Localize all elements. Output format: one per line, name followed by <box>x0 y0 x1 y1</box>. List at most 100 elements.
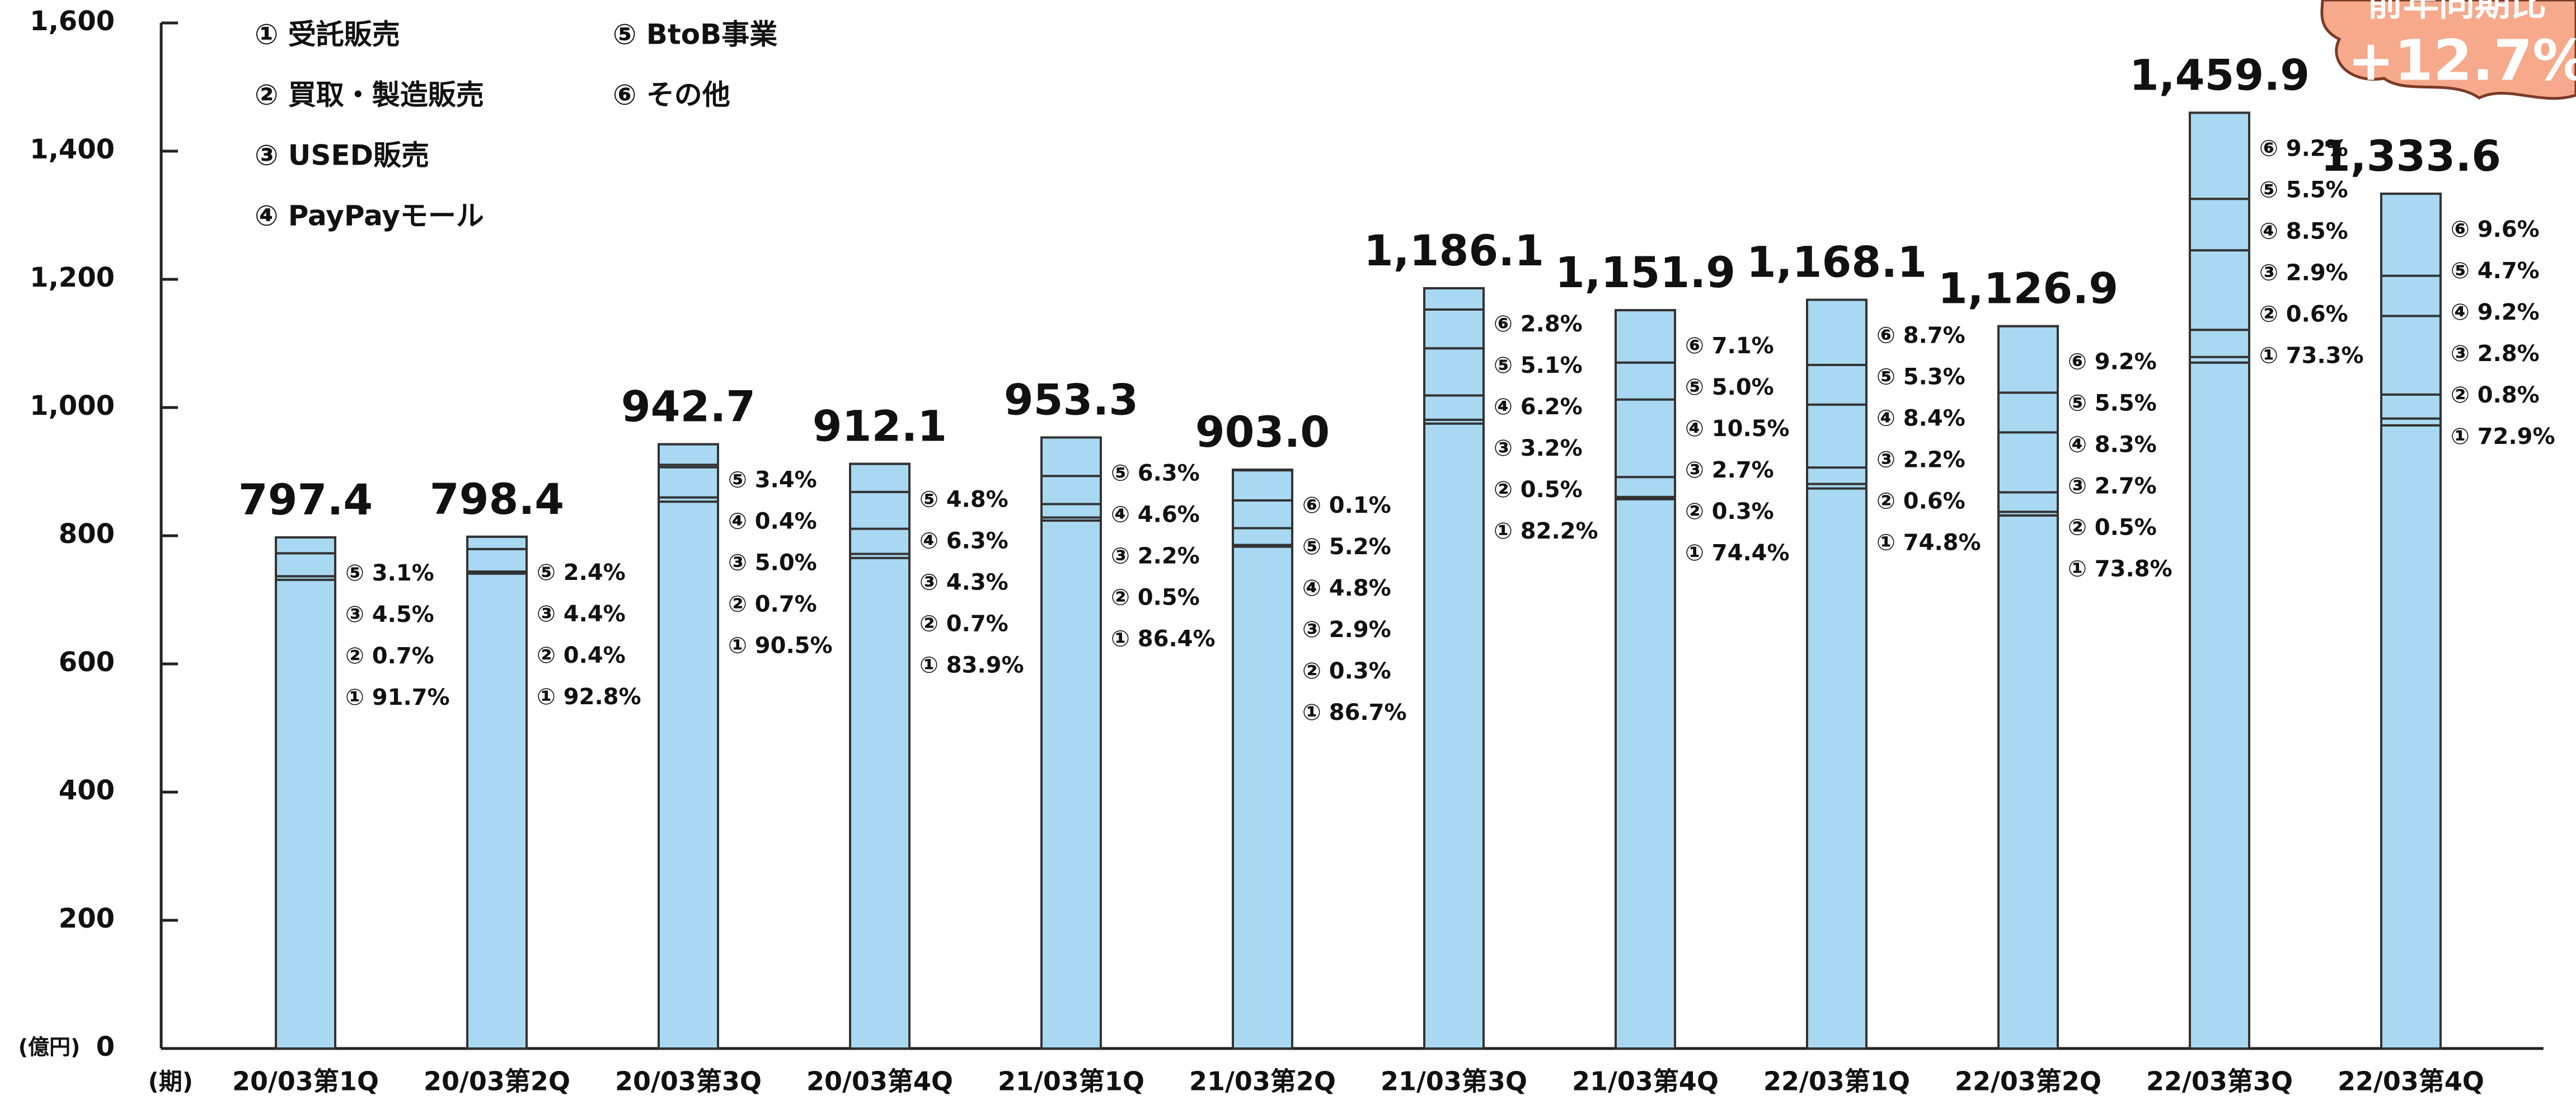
bar-segment <box>1615 361 1676 401</box>
segment-label: ② 0.3% <box>1685 499 1774 525</box>
segment-label: ① 73.8% <box>2068 556 2173 582</box>
segment-label: ④ 6.3% <box>919 528 1008 554</box>
bar-segment <box>2189 111 2250 200</box>
bar-segment <box>1040 436 1102 478</box>
y-tick-label: 1,600 <box>30 6 115 37</box>
bar-segment <box>1615 309 1676 364</box>
x-tick-label: 22/03第4Q <box>2338 1066 2484 1097</box>
segment-label: ② 0.6% <box>2259 301 2348 327</box>
bar <box>2380 193 2442 1050</box>
bar-segment <box>275 552 336 578</box>
segment-label: ③ 2.2% <box>1876 447 1965 473</box>
x-tick-label: 22/03第2Q <box>1955 1066 2101 1097</box>
bar-segment <box>1997 431 2059 494</box>
bar-segment <box>1806 403 1868 469</box>
segment-label: ③ 4.4% <box>537 601 626 627</box>
x-tick-label: 21/03第1Q <box>998 1066 1144 1097</box>
segment-label: ⑥ 9.2% <box>2068 349 2157 375</box>
segment-label: ② 0.5% <box>2068 515 2157 541</box>
y-tick-label: 400 <box>59 775 115 806</box>
segment-label: ⑤ 5.0% <box>1685 375 1774 400</box>
legend-item: ⑤ BtoB事業 <box>613 18 777 51</box>
bar-segment <box>1997 325 2059 394</box>
segment-label: ③ 2.2% <box>1111 543 1200 569</box>
segment-label: ④ 8.4% <box>1876 406 1965 432</box>
y-unit: (億円) <box>18 1035 81 1060</box>
bar-segment <box>1806 487 1868 1050</box>
segment-label: ④ 10.5% <box>1685 416 1790 442</box>
segment-label: ⑤ 4.7% <box>2451 258 2540 284</box>
annotation-value: +12.7% <box>2348 27 2576 93</box>
y-tick-label: 1,000 <box>30 390 115 422</box>
segment-label: ① 72.9% <box>2451 424 2555 450</box>
segment-label: ③ 5.0% <box>728 550 817 576</box>
segment-label: ① 74.4% <box>1685 540 1790 566</box>
legend-item: ③ USED販売 <box>255 139 429 172</box>
y-tick-label: 200 <box>59 903 115 934</box>
segment-label: ① 92.8% <box>537 684 641 710</box>
x-tick-label: 20/03第3Q <box>615 1066 762 1097</box>
bar-segment <box>658 466 719 499</box>
bar-segment <box>2380 274 2442 317</box>
bar-segment <box>466 535 528 550</box>
legend-item: ⑥ その他 <box>613 79 730 111</box>
x-tick-label: 20/03第1Q <box>232 1066 379 1097</box>
bar-segment <box>1232 545 1293 1050</box>
bar-segment <box>1997 514 2059 1050</box>
segment-label: ② 0.3% <box>1302 658 1391 684</box>
segment-label: ② 0.8% <box>2451 382 2540 408</box>
bar-segment <box>1232 527 1293 546</box>
segment-label: ⑤ 3.4% <box>728 467 817 493</box>
y-tick-label: 1,200 <box>30 262 115 293</box>
segment-label: ④ 6.2% <box>1494 394 1583 420</box>
segment-label: ① 91.7% <box>345 685 450 710</box>
segment-label: ⑥ 8.7% <box>1876 323 1965 349</box>
legend-item: ④ PayPayモール <box>255 200 484 232</box>
segment-label: ④ 9.2% <box>2451 299 2540 325</box>
bar-segment <box>1997 391 2059 434</box>
segment-label: ③ 2.7% <box>1685 457 1774 483</box>
bar <box>658 443 719 1050</box>
value-label: 1,459.9 <box>2129 50 2310 100</box>
bar-segment <box>849 527 911 555</box>
segment-label: ④ 8.5% <box>2259 218 2348 244</box>
segment-label: ④ 8.3% <box>2068 432 2157 458</box>
segment-label: ⑤ 5.1% <box>1494 353 1583 378</box>
bar <box>1615 309 1676 1050</box>
segment-label: ② 0.7% <box>919 611 1008 637</box>
bar-segment <box>1806 298 1868 366</box>
segment-label: ④ 4.6% <box>1111 502 1200 527</box>
y-tick-label: 0 <box>96 1031 115 1062</box>
x-tick-label: 20/03第4Q <box>806 1066 953 1097</box>
segment-label: ③ 3.2% <box>1494 436 1583 461</box>
segment-label: ⑤ 5.3% <box>1876 364 1965 390</box>
bar-segment <box>849 556 911 1050</box>
bar-segment <box>1806 466 1868 485</box>
bar-segment <box>1615 398 1676 479</box>
x-unit: (期) <box>148 1068 193 1096</box>
bar-segment <box>2380 193 2442 277</box>
x-tick-label: 22/03第1Q <box>1763 1066 1910 1097</box>
segment-label: ① 82.2% <box>1494 518 1598 544</box>
annotation-title: 前年同期比 <box>2367 0 2546 25</box>
value-label: 1,168.1 <box>1747 237 1927 287</box>
bar-segment <box>2189 361 2250 1050</box>
value-label: 798.4 <box>430 474 564 524</box>
bar <box>849 462 911 1050</box>
segment-label: ① 90.5% <box>728 633 833 659</box>
segment-label: ③ 2.9% <box>1302 617 1391 643</box>
y-tick-label: 600 <box>59 647 115 678</box>
segment-label: ⑥ 9.2% <box>2259 135 2348 161</box>
bar-segment <box>2380 393 2442 420</box>
segment-label: ① 74.8% <box>1876 530 1981 556</box>
bar-segment <box>1997 491 2059 513</box>
y-tick-label: 1,400 <box>30 134 115 165</box>
segment-label: ② 0.4% <box>537 643 626 668</box>
segment-label: ⑥ 7.1% <box>1685 333 1774 359</box>
bar <box>2189 111 2250 1050</box>
bar-segment <box>1232 469 1293 502</box>
segment-label: ⑤ 5.5% <box>2068 391 2157 416</box>
legend-item: ① 受託販売 <box>255 18 400 51</box>
x-tick-label: 21/03第4Q <box>1572 1066 1719 1097</box>
